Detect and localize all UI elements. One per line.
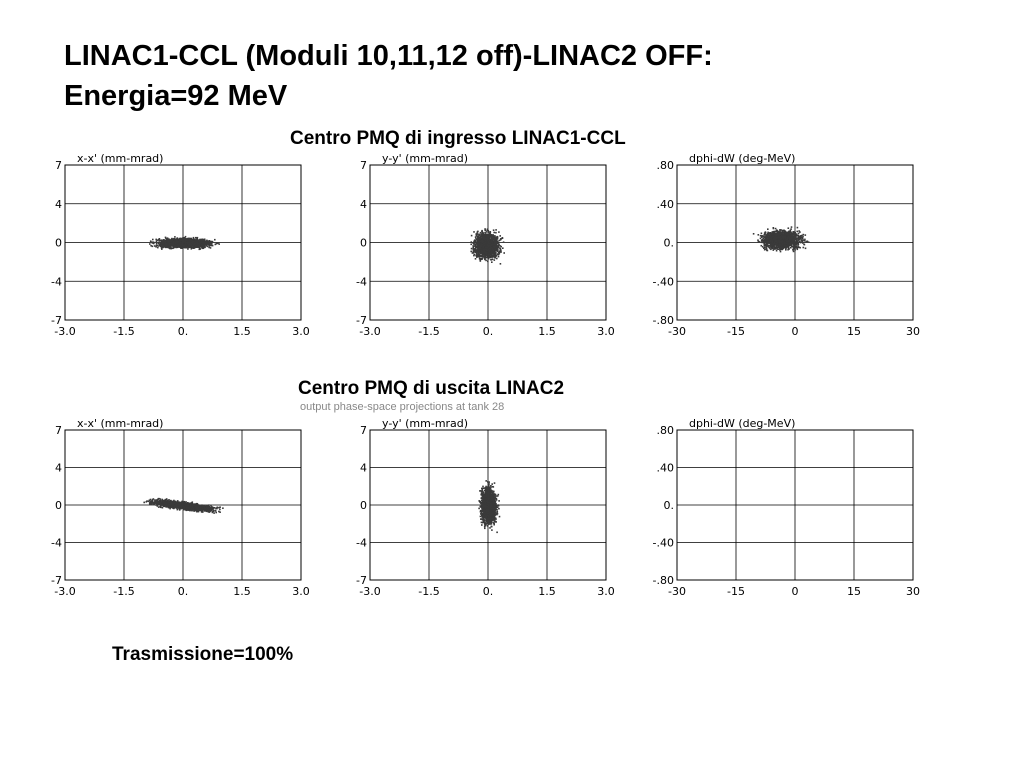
x-tick-label: 0. bbox=[483, 325, 494, 338]
y-tick-label: 0 bbox=[55, 499, 62, 512]
y-tick-label: -.40 bbox=[653, 275, 674, 288]
y-tick-label: -7 bbox=[356, 314, 367, 327]
plot-title: x-x' (mm-mrad) bbox=[77, 417, 163, 430]
y-tick-label: 7 bbox=[360, 424, 367, 437]
y-tick-label: .40 bbox=[657, 462, 675, 475]
plot-caption-overlay: output phase-space projections at tank 2… bbox=[300, 401, 505, 413]
section-heading-bottom: Centro PMQ di uscita LINAC2 bbox=[298, 378, 565, 399]
x-tick-label: 30 bbox=[906, 325, 920, 338]
plot-3: -30 -15 0 15 30 .80 .40 0. -.40 -.80 dphi-dW (deg-… bbox=[653, 152, 920, 338]
x-tick-label: -30 bbox=[668, 585, 686, 598]
y-tick-label: 4 bbox=[55, 198, 62, 211]
x-tick-label: 0 bbox=[792, 585, 799, 598]
x-tick-label: -15 bbox=[727, 325, 745, 338]
x-tick-label: -1.5 bbox=[113, 325, 134, 338]
x-tick-label: -1.5 bbox=[418, 325, 439, 338]
y-tick-label: -.40 bbox=[653, 537, 674, 550]
x-tick-label: 3.0 bbox=[292, 325, 310, 338]
y-tick-label: -.80 bbox=[653, 574, 674, 587]
x-tick-label: 1.5 bbox=[538, 585, 556, 598]
plot-4: -3.0 -1.5 0. 1.5 3.0 7 4 0 -4 -7 x-x' (mm-mrad) bbox=[51, 417, 310, 598]
section-heading-top: Centro PMQ di ingresso LINAC1-CCL bbox=[290, 128, 626, 149]
y-tick-label: 0. bbox=[664, 499, 675, 512]
x-tick-label: -1.5 bbox=[113, 585, 134, 598]
x-tick-label: 30 bbox=[906, 585, 920, 598]
y-tick-label: 4 bbox=[360, 198, 367, 211]
y-tick-label: 0 bbox=[360, 237, 367, 250]
y-tick-label: -.80 bbox=[653, 314, 674, 327]
x-tick-label: -30 bbox=[668, 325, 686, 338]
y-tick-label: 4 bbox=[55, 462, 62, 475]
x-tick-label: 3.0 bbox=[597, 325, 615, 338]
plot-title: y-y' (mm-mrad) bbox=[382, 417, 468, 430]
y-tick-label: 0 bbox=[360, 499, 367, 512]
x-tick-label: -3.0 bbox=[359, 325, 380, 338]
x-tick-label: 15 bbox=[847, 325, 861, 338]
particle-cloud bbox=[752, 226, 810, 253]
y-tick-label: .80 bbox=[657, 159, 675, 172]
y-tick-label: .80 bbox=[657, 424, 675, 437]
y-tick-label: 7 bbox=[55, 424, 62, 437]
y-tick-label: -7 bbox=[356, 574, 367, 587]
particle-cloud bbox=[478, 480, 501, 534]
x-tick-label: 3.0 bbox=[597, 585, 615, 598]
x-tick-label: 1.5 bbox=[538, 325, 556, 338]
plot-title: x-x' (mm-mrad) bbox=[77, 152, 163, 165]
y-tick-label: 4 bbox=[360, 462, 367, 475]
plot-5: -3.0 -1.5 0. 1.5 3.0 7 4 0 -4 -7 y-y' (mm-mrad) bbox=[356, 417, 615, 598]
x-tick-label: 3.0 bbox=[292, 585, 310, 598]
y-tick-label: 0. bbox=[664, 237, 675, 250]
x-tick-label: 1.5 bbox=[233, 325, 251, 338]
y-tick-label: -4 bbox=[356, 537, 367, 550]
y-tick-label: 7 bbox=[55, 159, 62, 172]
y-tick-label: 0 bbox=[55, 237, 62, 250]
slide-title: LINAC1-CCL (Moduli 10,11,12 off)-LINAC2 … bbox=[64, 36, 713, 116]
x-tick-label: 0. bbox=[178, 585, 189, 598]
x-tick-label: -3.0 bbox=[359, 585, 380, 598]
particle-cloud bbox=[143, 497, 224, 514]
plot-6: -30 -15 0 15 30 .80 .40 0. -.40 -.80 dphi-dW (deg-… bbox=[653, 417, 920, 598]
transmission-label: Trasmissione=100% bbox=[112, 644, 294, 665]
x-tick-label: 1.5 bbox=[233, 585, 251, 598]
particle-cloud bbox=[470, 228, 505, 265]
x-tick-label: 0. bbox=[483, 585, 494, 598]
y-tick-label: -4 bbox=[51, 275, 62, 288]
y-tick-label: 7 bbox=[360, 159, 367, 172]
particle-cloud bbox=[149, 235, 220, 251]
x-tick-label: 0 bbox=[792, 325, 799, 338]
plot-title: dphi-dW (deg-MeV) bbox=[689, 417, 795, 430]
title-line-1: LINAC1-CCL (Moduli 10,11,12 off)-LINAC2 … bbox=[64, 40, 713, 72]
y-tick-label: -4 bbox=[356, 275, 367, 288]
x-tick-label: -3.0 bbox=[54, 585, 75, 598]
x-tick-label: -3.0 bbox=[54, 325, 75, 338]
y-tick-label: -4 bbox=[51, 537, 62, 550]
x-tick-label: -1.5 bbox=[418, 585, 439, 598]
plot-title: dphi-dW (deg-MeV) bbox=[689, 152, 795, 165]
plot-2: -3.0 -1.5 0. 1.5 3.0 7 4 0 -4 -7 y-y' (mm-mrad) bbox=[356, 152, 615, 338]
x-tick-label: 15 bbox=[847, 585, 861, 598]
plot-title: y-y' (mm-mrad) bbox=[382, 152, 468, 165]
y-tick-label: .40 bbox=[657, 198, 675, 211]
x-tick-label: -15 bbox=[727, 585, 745, 598]
x-tick-label: 0. bbox=[178, 325, 189, 338]
title-line-2: Energia=92 MeV bbox=[64, 80, 288, 112]
y-tick-label: -7 bbox=[51, 314, 62, 327]
y-tick-label: -7 bbox=[51, 574, 62, 587]
plot-1: -3.0 -1.5 0. 1.5 3.0 7 4 0 -4 -7 x-x' (mm-mrad) bbox=[51, 152, 310, 338]
